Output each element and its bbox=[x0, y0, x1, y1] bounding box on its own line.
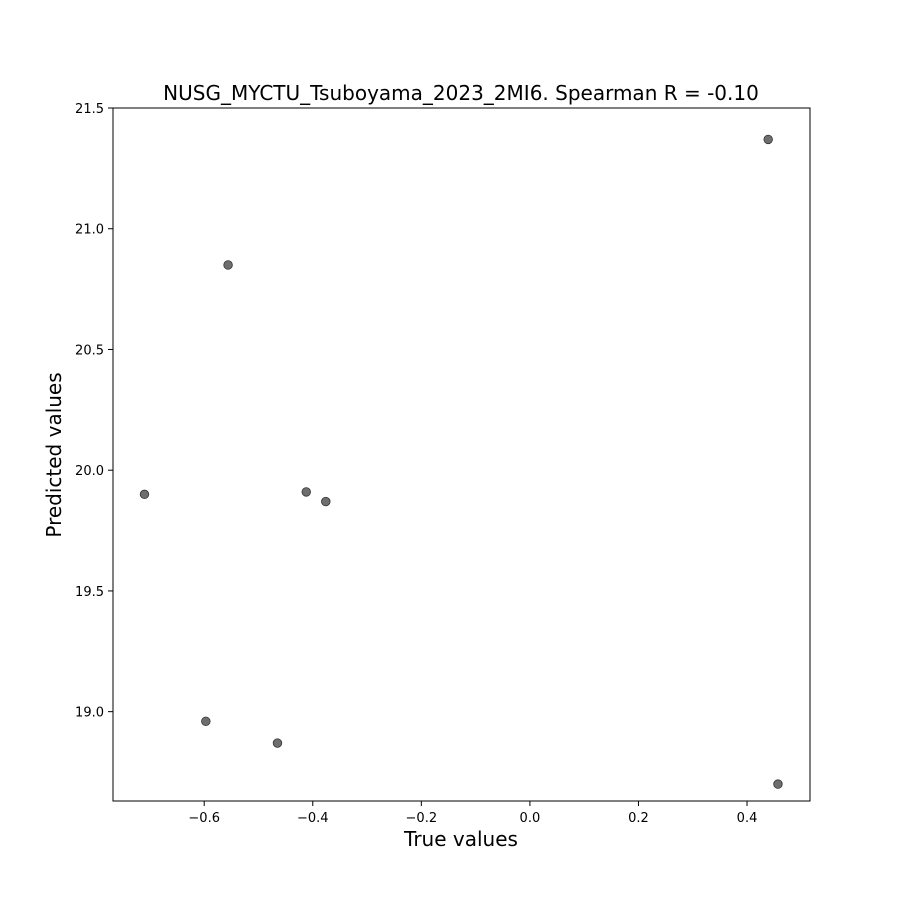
data-point bbox=[773, 779, 783, 789]
data-point bbox=[223, 260, 233, 270]
data-point bbox=[272, 738, 283, 748]
x-tick-label: 0.4 bbox=[737, 811, 758, 826]
data-point bbox=[763, 134, 773, 145]
x-tick-label: −0.4 bbox=[297, 811, 329, 826]
x-axis: −0.6 −0.4 −0.2 0.0 0.2 0.4 bbox=[188, 801, 757, 826]
plot-area bbox=[139, 134, 783, 789]
data-point bbox=[139, 489, 150, 500]
y-tick-label: 19.5 bbox=[75, 585, 104, 600]
y-tick-label: 20.0 bbox=[75, 464, 104, 479]
data-point bbox=[201, 716, 211, 727]
y-axis: 19.0 19.5 20.0 20.5 21.0 21.5 bbox=[75, 102, 113, 721]
x-axis-title: True values bbox=[403, 827, 518, 851]
x-tick-label: −0.6 bbox=[188, 811, 220, 826]
data-point bbox=[321, 496, 331, 507]
data-point bbox=[301, 487, 311, 497]
y-tick-label: 21.0 bbox=[75, 223, 104, 238]
y-tick-label: 21.5 bbox=[75, 102, 104, 117]
x-tick-label: 0.2 bbox=[628, 811, 649, 826]
chart-title: NUSG_MYCTU_Tsuboyama_2023_2MI6. Spearman… bbox=[163, 81, 759, 105]
x-tick-label: −0.2 bbox=[406, 811, 438, 826]
y-axis-title: Predicted values bbox=[42, 372, 66, 537]
plot-frame bbox=[112, 107, 811, 802]
y-tick-label: 19.0 bbox=[75, 706, 104, 721]
y-tick-label: 20.5 bbox=[75, 343, 104, 358]
x-tick-label: 0.0 bbox=[520, 811, 541, 826]
